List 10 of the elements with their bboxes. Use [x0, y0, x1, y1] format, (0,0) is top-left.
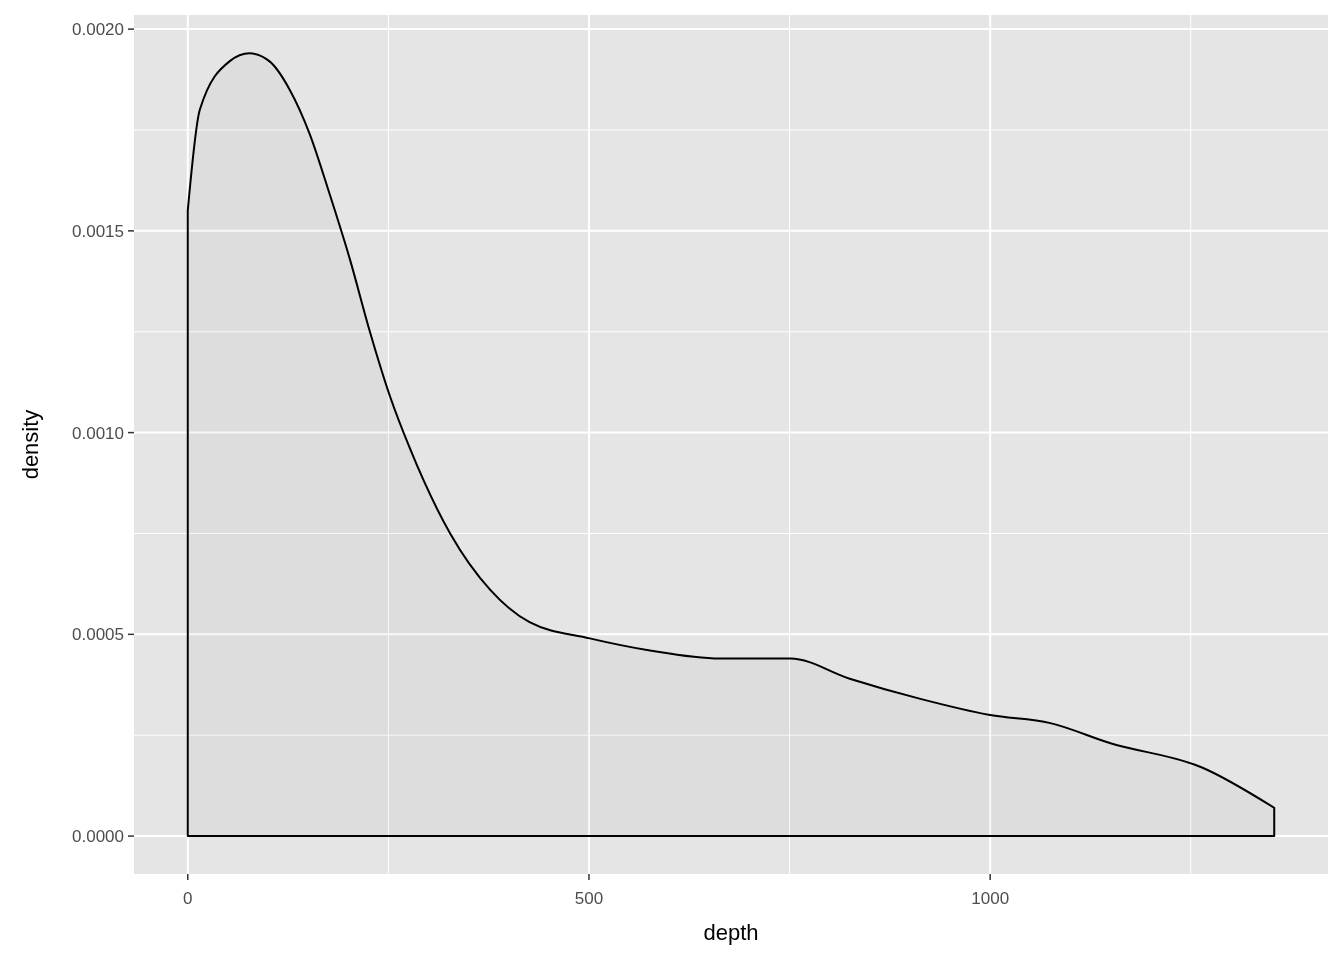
x-tick-label: 500	[574, 889, 604, 908]
y-axis-title: density	[18, 409, 43, 480]
y-tick-label: 0.0005	[72, 625, 124, 645]
x-tick-label: 0	[183, 889, 193, 908]
x-tick-label: 1000	[971, 889, 1010, 908]
y-tick-label: 0.0010	[72, 423, 124, 443]
x-axis-title: depth	[703, 920, 759, 945]
y-tick-label: 0.0000	[72, 827, 124, 847]
y-tick-label: 0.0015	[72, 221, 124, 241]
y-tick-label: 0.0020	[72, 20, 124, 40]
